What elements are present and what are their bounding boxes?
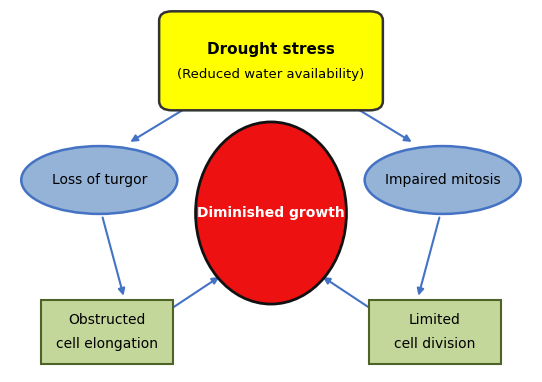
FancyBboxPatch shape (369, 300, 501, 364)
Text: cell division: cell division (394, 337, 475, 351)
Ellipse shape (21, 146, 177, 214)
FancyBboxPatch shape (41, 300, 173, 364)
Ellipse shape (196, 122, 346, 304)
Text: Loss of turgor: Loss of turgor (51, 173, 147, 187)
FancyBboxPatch shape (159, 11, 383, 110)
Text: (Reduced water availability): (Reduced water availability) (177, 68, 365, 81)
Text: Drought stress: Drought stress (207, 42, 335, 57)
Text: Obstructed: Obstructed (68, 314, 146, 327)
Text: Impaired mitosis: Impaired mitosis (385, 173, 500, 187)
Text: cell elongation: cell elongation (56, 337, 158, 351)
Ellipse shape (365, 146, 521, 214)
Text: Diminished growth: Diminished growth (197, 206, 345, 220)
Text: Limited: Limited (409, 314, 461, 327)
